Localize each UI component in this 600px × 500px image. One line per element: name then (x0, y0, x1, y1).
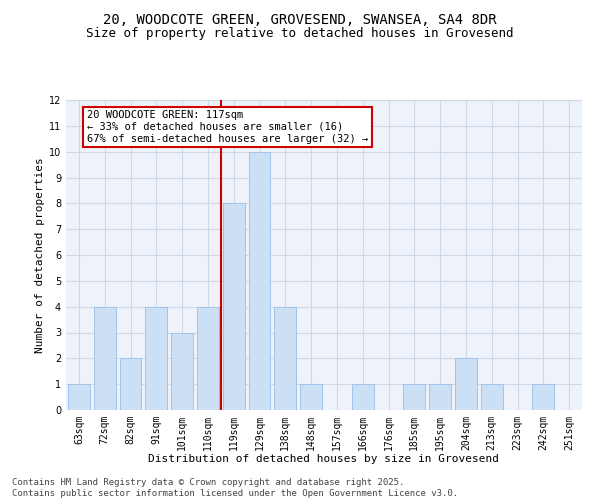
Bar (429, 384, 451, 410)
Text: Size of property relative to detached houses in Grovesend: Size of property relative to detached ho… (86, 28, 514, 40)
Bar (223, 204, 245, 410)
Text: 20 WOODCOTE GREEN: 117sqm
← 33% of detached houses are smaller (16)
67% of semi-: 20 WOODCOTE GREEN: 117sqm ← 33% of detac… (86, 110, 368, 144)
X-axis label: Distribution of detached houses by size in Grovesend: Distribution of detached houses by size … (149, 454, 499, 464)
Bar (197, 306, 219, 410)
Bar (171, 332, 193, 410)
Bar (481, 384, 503, 410)
Bar (68, 384, 90, 410)
Bar (274, 306, 296, 410)
Bar (532, 384, 554, 410)
Bar (352, 384, 374, 410)
Text: 20, WOODCOTE GREEN, GROVESEND, SWANSEA, SA4 8DR: 20, WOODCOTE GREEN, GROVESEND, SWANSEA, … (103, 12, 497, 26)
Bar (119, 358, 142, 410)
Bar (145, 306, 167, 410)
Bar (455, 358, 477, 410)
Bar (248, 152, 271, 410)
Bar (403, 384, 425, 410)
Text: Contains HM Land Registry data © Crown copyright and database right 2025.
Contai: Contains HM Land Registry data © Crown c… (12, 478, 458, 498)
Bar (300, 384, 322, 410)
Y-axis label: Number of detached properties: Number of detached properties (35, 157, 44, 353)
Bar (94, 306, 116, 410)
